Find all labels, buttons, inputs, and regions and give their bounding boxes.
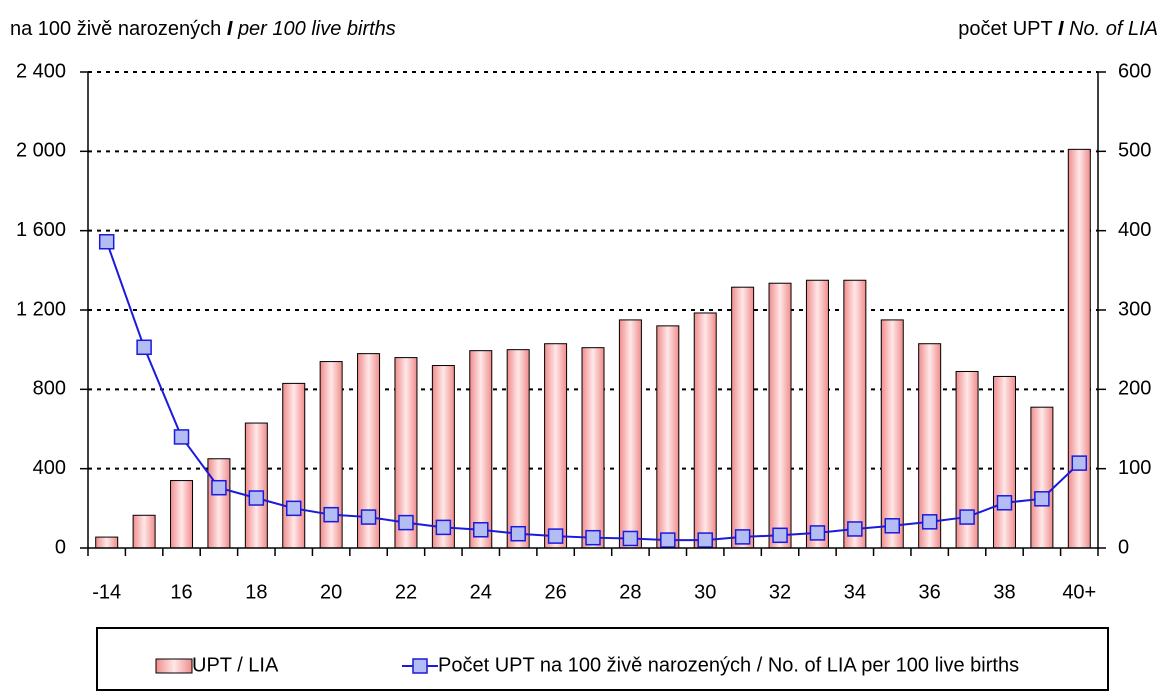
- y-title-part: na 100 živě narozených: [10, 18, 221, 40]
- bar: [132, 514, 156, 549]
- marker: [211, 479, 227, 496]
- x-tick-label: 34: [844, 581, 866, 603]
- marker: [996, 495, 1013, 511]
- legend-swatch: [155, 658, 193, 674]
- legend-label: UPT / LIA: [192, 654, 279, 676]
- bar: [805, 279, 829, 549]
- x-tick-label: 18: [245, 581, 267, 603]
- y2-tick-label: 300: [1118, 298, 1151, 320]
- marker: [323, 506, 339, 523]
- y2-title-part: počet UPT: [958, 18, 1052, 40]
- bar: [731, 286, 755, 549]
- y2-axis-title: počet UPT I No. of LIA: [958, 18, 1158, 40]
- legend-label: Počet UPT na 100 živě narozených / No. o…: [438, 654, 1019, 676]
- x-tick-label: 24: [470, 581, 492, 603]
- bar: [768, 282, 792, 549]
- marker: [809, 525, 826, 541]
- bar: [618, 319, 642, 549]
- bar: [469, 350, 493, 549]
- bar: [506, 349, 530, 549]
- y-tick-label: 2 400: [16, 60, 66, 82]
- y2-tick-label: 100: [1118, 457, 1151, 479]
- bar: [207, 458, 231, 549]
- bar: [95, 536, 119, 549]
- bar: [992, 375, 1016, 549]
- marker: [734, 529, 751, 545]
- marker: [1034, 491, 1050, 507]
- marker: [398, 514, 414, 531]
- marker: [622, 530, 639, 547]
- bar: [170, 480, 194, 549]
- bar: [282, 382, 306, 549]
- marker: [547, 528, 564, 544]
- x-tick-label: 38: [993, 581, 1015, 603]
- y-tick-label: 800: [33, 378, 66, 400]
- y-tick-label: 400: [33, 457, 66, 479]
- bar: [544, 343, 568, 549]
- x-tick-label: 16: [170, 581, 192, 603]
- bar: [581, 347, 605, 549]
- marker: [772, 527, 788, 544]
- marker: [473, 522, 489, 538]
- x-tick-label: 26: [544, 581, 566, 603]
- bar: [1067, 148, 1091, 549]
- marker: [173, 429, 190, 445]
- marker: [360, 509, 377, 525]
- y-tick-label: 0: [55, 536, 66, 558]
- marker: [660, 532, 676, 548]
- marker: [1071, 455, 1088, 471]
- y-tick-label: 1 200: [16, 298, 66, 320]
- marker: [585, 529, 601, 546]
- y-title-sep: I: [227, 18, 233, 40]
- y2-tick-label: 0: [1118, 536, 1129, 558]
- y2-tick-label: 400: [1118, 219, 1151, 241]
- marker: [847, 521, 863, 537]
- marker: [435, 519, 452, 536]
- y-tick-label: 1 600: [16, 219, 66, 241]
- marker: [136, 339, 152, 356]
- marker: [285, 500, 302, 517]
- y-axis-title: na 100 živě narozených I per 100 live bi…: [10, 18, 396, 40]
- x-tick-label: 32: [769, 581, 791, 603]
- bar: [1030, 406, 1054, 549]
- x-tick-label: 40+: [1062, 581, 1096, 603]
- legend-box: [96, 627, 1109, 691]
- y-tick-label: 2 000: [16, 140, 66, 162]
- marker: [921, 514, 938, 530]
- x-tick-label: 28: [619, 581, 641, 603]
- y2-tick-label: 200: [1118, 378, 1151, 400]
- y2-tick-label: 600: [1118, 60, 1151, 82]
- bar: [244, 422, 268, 549]
- y-title-part: per 100 live births: [237, 18, 396, 40]
- x-tick-label: -14: [92, 581, 121, 603]
- marker: [959, 509, 975, 525]
- bar: [693, 312, 717, 549]
- x-tick-label: 30: [694, 581, 716, 603]
- y2-title-part: No. of LIA: [1069, 18, 1158, 40]
- bar: [843, 279, 867, 549]
- bar: [880, 319, 904, 549]
- x-tick-label: 20: [320, 581, 342, 603]
- x-tick-label: 36: [919, 581, 941, 603]
- marker: [884, 518, 901, 534]
- marker: [98, 234, 115, 250]
- bar: [656, 325, 680, 549]
- legend-marker: [412, 658, 428, 674]
- y2-tick-label: 500: [1118, 140, 1151, 162]
- y2-title-sep: I: [1058, 18, 1064, 40]
- marker: [510, 525, 526, 542]
- x-tick-label: 22: [395, 581, 417, 603]
- marker: [697, 532, 713, 548]
- marker: [248, 490, 265, 506]
